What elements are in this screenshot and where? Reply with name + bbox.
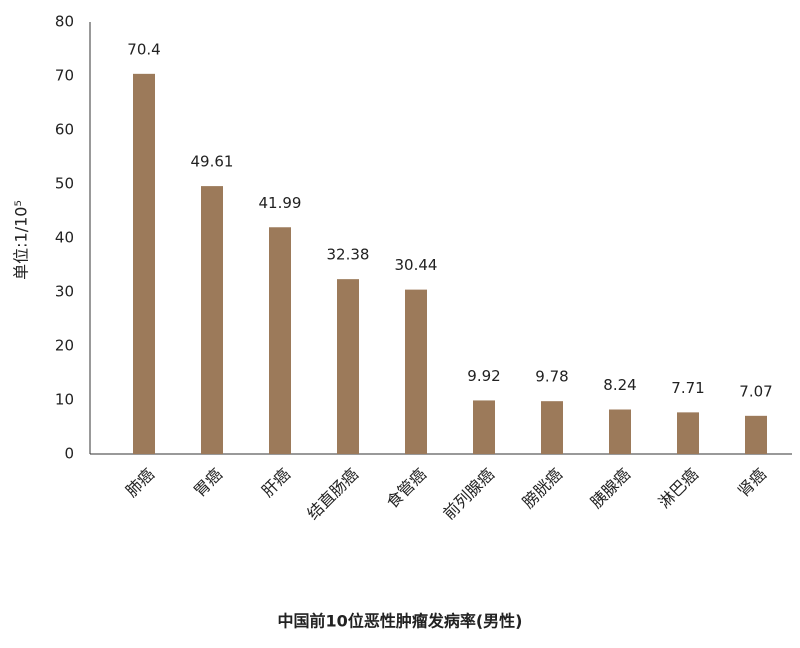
y-tick-label: 10	[55, 391, 74, 409]
x-tick-label: 淋巴癌	[655, 465, 702, 512]
x-tick-label: 肾癌	[734, 465, 770, 501]
bar	[337, 279, 359, 454]
value-label: 9.92	[467, 367, 500, 385]
x-tick-label: 肝癌	[258, 465, 294, 501]
bar	[133, 73, 155, 454]
value-label: 7.07	[739, 382, 772, 400]
value-label: 30.44	[395, 256, 438, 274]
bar	[745, 415, 767, 454]
y-tick-label: 80	[55, 13, 74, 31]
bar	[609, 409, 631, 454]
y-tick-label: 60	[55, 121, 74, 139]
y-tick-label: 0	[64, 445, 74, 463]
value-label: 32.38	[327, 246, 370, 264]
y-tick-label: 40	[55, 229, 74, 247]
value-label: 9.78	[535, 368, 568, 386]
y-axis-label: 单位:1/10⁵	[12, 200, 31, 280]
value-label: 7.71	[671, 379, 704, 397]
value-label: 41.99	[259, 194, 302, 212]
bar	[405, 289, 427, 454]
bar	[201, 186, 223, 454]
value-label: 70.4	[127, 40, 160, 58]
bar	[473, 400, 495, 454]
x-tick-label: 食管癌	[383, 465, 430, 512]
bar	[269, 227, 291, 454]
value-label: 49.61	[191, 153, 234, 171]
y-tick-label: 30	[55, 283, 74, 301]
chart-title: 中国前10位恶性肿瘤发病率(男性)	[278, 612, 523, 631]
x-tick-label: 肺癌	[122, 465, 158, 501]
value-label: 8.24	[603, 376, 636, 394]
y-tick-label: 20	[55, 337, 74, 355]
x-tick-label: 胰腺癌	[587, 465, 634, 512]
bar	[677, 412, 699, 454]
y-tick-label: 70	[55, 67, 74, 85]
bar	[541, 401, 563, 454]
x-tick-label: 前列腺癌	[439, 465, 498, 524]
x-tick-label: 结直肠癌	[303, 465, 362, 524]
x-tick-label: 胃癌	[190, 465, 226, 501]
x-tick-label: 膀胱癌	[519, 465, 566, 512]
y-tick-label: 50	[55, 175, 74, 193]
